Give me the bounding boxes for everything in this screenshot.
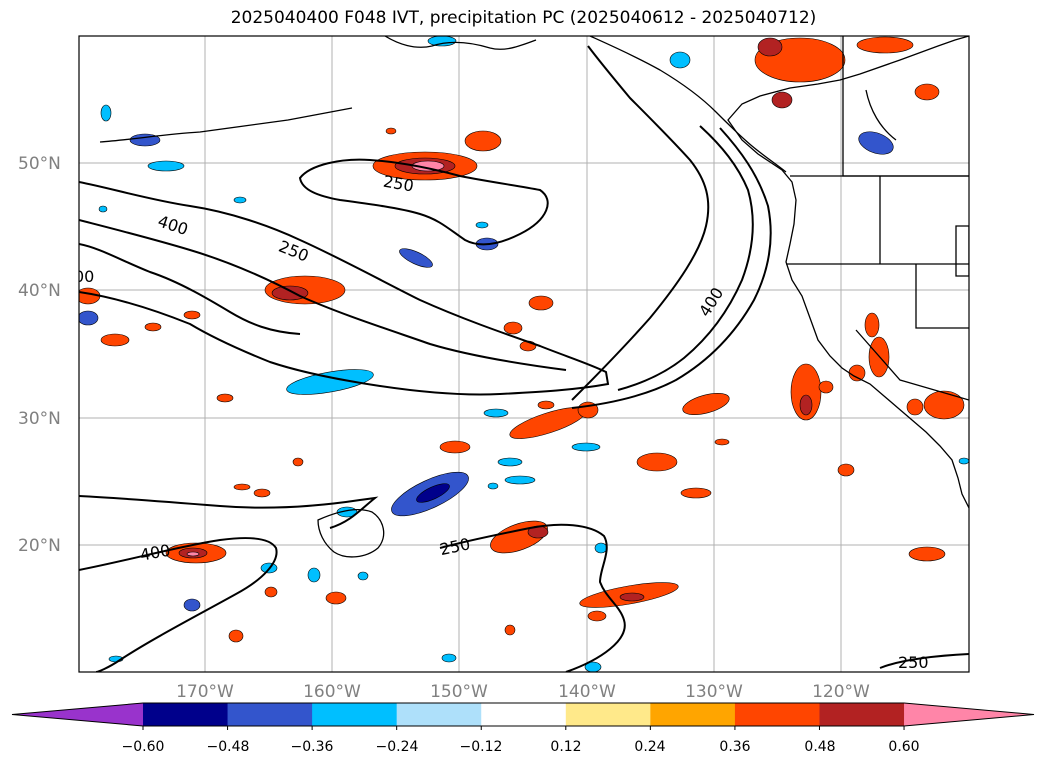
contour-label-400-edge: 00 [74, 267, 94, 286]
colorbar-segment [227, 703, 313, 726]
lon-label-130w: 130°W [685, 682, 743, 702]
colorbar-tick-label: 0.48 [804, 739, 835, 755]
coastlines [99, 36, 969, 558]
colorbar-tick-labels: −0.60 −0.48 −0.36 −0.24 −0.12 0.12 0.24 … [122, 739, 920, 755]
colorbar-segment [143, 703, 229, 726]
colorbar-tick-label: 0.24 [634, 739, 665, 755]
lon-label-170w: 170°W [176, 682, 234, 702]
colorbar-segment [734, 703, 820, 726]
map-frame [78, 35, 970, 673]
colorbar-tick-label: −0.48 [207, 739, 250, 755]
colorbar-segment [396, 703, 482, 726]
colorbar-segment [819, 703, 905, 726]
colorbar-segment [565, 703, 651, 726]
lon-label-150w: 150°W [430, 682, 488, 702]
lat-label-50: 50°N [18, 154, 61, 174]
lon-label-120w: 120°W [812, 682, 870, 702]
map-background [79, 36, 969, 672]
colorbar-tick-label: 0.60 [888, 739, 919, 755]
colorbar-segment [650, 703, 736, 726]
colorbar-tick-label: −0.12 [460, 739, 503, 755]
colorbar [11, 702, 1035, 730]
lat-label-20: 20°N [18, 536, 61, 556]
colorbar-tick-label: 0.12 [550, 739, 581, 755]
map-content: 400 250 250 400 400 250 250 00 [74, 36, 969, 672]
colorbar-segment [481, 703, 567, 726]
colorbar-tick-label: −0.36 [291, 739, 334, 755]
latitude-labels: 50°N 40°N 30°N 20°N [18, 154, 61, 556]
lat-label-40: 40°N [18, 281, 61, 301]
lon-label-140w: 140°W [558, 682, 616, 702]
precip-positive-anomalies [79, 36, 965, 643]
colorbar-tick-label: −0.60 [122, 739, 165, 755]
ivt-contours [79, 45, 969, 672]
contour-label-250: 250 [898, 653, 929, 672]
colorbar-extend-max [904, 703, 1034, 726]
map-title: 2025040400 F048 IVT, precipitation PC (2… [230, 8, 817, 28]
colorbar-tick-label: 0.36 [719, 739, 750, 755]
colorbar-segment [312, 703, 398, 726]
colorbar-tick-label: −0.24 [376, 739, 419, 755]
longitude-labels: 170°W 160°W 150°W 140°W 130°W 120°W [176, 682, 870, 702]
lon-label-160w: 160°W [303, 682, 361, 702]
colorbar-extend-min [12, 703, 143, 726]
lat-label-30: 30°N [18, 409, 61, 429]
